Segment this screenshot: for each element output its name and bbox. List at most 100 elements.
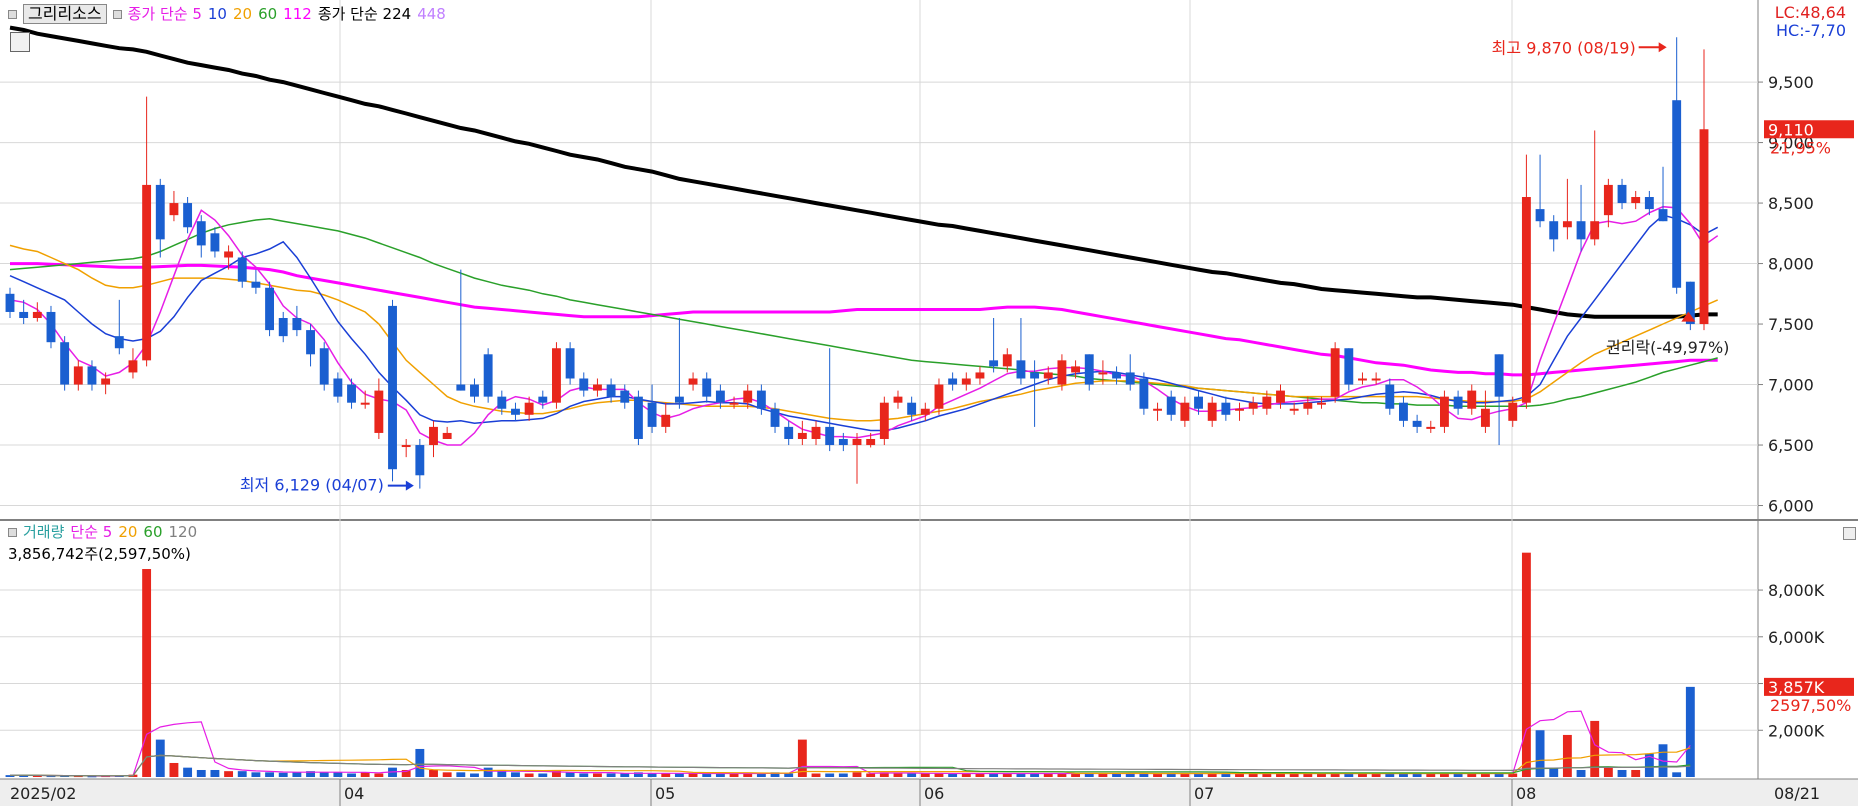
- y-tick-label: 7,500: [1768, 315, 1814, 334]
- x-axis-band: [0, 779, 1858, 806]
- volume-bar: [1207, 773, 1217, 777]
- volume-y-tick-label: 2,000K: [1768, 721, 1825, 740]
- candle-body: [470, 384, 479, 397]
- ma-legend-items: 종가 단순 5 10 20 60 112 종가 단순 224 448: [128, 5, 452, 23]
- candle-body: [1016, 360, 1026, 379]
- candle-body: [1317, 402, 1326, 405]
- volume-bar: [278, 772, 288, 777]
- volume-bar: [483, 767, 493, 777]
- candle-body: [1644, 197, 1654, 210]
- volume-legend-items: 거래량 단순 5 20 60 120: [23, 523, 203, 541]
- volume-bar: [265, 772, 275, 777]
- candle-body: [73, 366, 83, 385]
- candle-body: [1084, 354, 1094, 385]
- rights-annotation: 권리락(-49,97%): [1606, 338, 1729, 357]
- volume-legend-toggle-icon[interactable]: [8, 528, 17, 537]
- volume-bar: [1166, 773, 1176, 777]
- volume-current-text: 3,856,742주(2,597,50%): [8, 545, 191, 563]
- x-tick-label: 08: [1516, 784, 1536, 803]
- candle-body: [1672, 100, 1682, 288]
- volume-bar: [524, 773, 534, 777]
- volume-bar: [1590, 720, 1600, 777]
- candle-body: [620, 390, 630, 403]
- volume-bar: [306, 771, 315, 777]
- volume-bar: [1112, 773, 1122, 777]
- candle-body: [1248, 402, 1258, 409]
- candle-body: [606, 384, 616, 397]
- candle-body: [265, 287, 275, 331]
- calculator-icon[interactable]: [10, 32, 30, 52]
- candle-body: [1685, 281, 1695, 325]
- volume-bar: [756, 773, 766, 777]
- candle-body: [1262, 396, 1272, 409]
- volume-bar: [456, 772, 466, 777]
- candle-body: [333, 378, 343, 397]
- volume-bar: [32, 775, 42, 777]
- volume-bar: [1030, 773, 1040, 777]
- candle-body: [797, 432, 807, 439]
- ma-toggle-icon[interactable]: [112, 10, 122, 19]
- stock-name-button[interactable]: 그리리소스: [23, 4, 107, 24]
- candle-body: [374, 390, 384, 433]
- candle-body: [128, 360, 138, 373]
- candle-body: [1303, 402, 1313, 409]
- volume-bar: [1153, 773, 1162, 777]
- candle-body: [155, 184, 165, 240]
- price-legend-item-6: 448: [417, 5, 446, 23]
- volume-bar: [73, 776, 83, 778]
- volume-bar: [19, 775, 29, 777]
- volume-bar: [907, 773, 917, 777]
- candle-body: [1426, 426, 1436, 429]
- legend-toggle-icon[interactable]: [8, 10, 17, 19]
- candle-body: [1494, 354, 1504, 397]
- candle-body: [1508, 402, 1518, 421]
- candle-body: [1166, 396, 1176, 415]
- volume-bar: [1412, 773, 1422, 777]
- high-arrow-head: [1658, 42, 1667, 53]
- candle-body: [1112, 372, 1122, 379]
- volume-bar: [866, 773, 876, 777]
- volume-ma-120: [9, 754, 1691, 777]
- volume-bar: [647, 773, 657, 777]
- panel-close-icon[interactable]: [1843, 527, 1856, 540]
- candle-body: [989, 360, 999, 367]
- volume-bar: [579, 773, 589, 777]
- volume-bar: [1043, 773, 1053, 777]
- volume-bar: [879, 772, 889, 777]
- volume-bar: [1098, 773, 1108, 777]
- ma-line-224: [9, 25, 1718, 319]
- volume-legend-item-1: 단순 5: [70, 523, 113, 541]
- candle-body: [879, 402, 889, 439]
- candle-body: [715, 390, 725, 403]
- volume-bar: [1521, 552, 1531, 777]
- candle-body: [1002, 354, 1012, 367]
- volume-bar: [292, 772, 302, 777]
- volume-bar: [319, 772, 329, 777]
- candle-body: [429, 426, 438, 446]
- volume-legend-item-3: 60: [143, 523, 163, 541]
- lc-value: LC:48,64: [1774, 3, 1846, 22]
- volume-bar: [169, 762, 179, 777]
- candle-body: [292, 318, 302, 331]
- volume-legend-item-0: 거래량: [23, 523, 65, 541]
- candle-body: [1276, 390, 1285, 403]
- candle-body: [893, 396, 903, 403]
- candle-body: [87, 366, 97, 385]
- candle-body: [1562, 221, 1572, 228]
- candle-body: [729, 402, 739, 405]
- candle-body: [19, 311, 29, 318]
- candle-body: [388, 305, 397, 470]
- y-tick-label: 9,000: [1768, 134, 1814, 153]
- volume-bar: [333, 772, 343, 777]
- candle-body: [961, 378, 971, 385]
- volume-bar: [183, 767, 193, 777]
- volume-bar: [1330, 773, 1340, 777]
- candle-body: [1030, 372, 1040, 379]
- volume-bar: [415, 748, 425, 777]
- volume-bar: [1672, 772, 1682, 777]
- volume-bar: [797, 739, 807, 777]
- candle-body: [278, 318, 288, 337]
- candle-body: [319, 348, 329, 385]
